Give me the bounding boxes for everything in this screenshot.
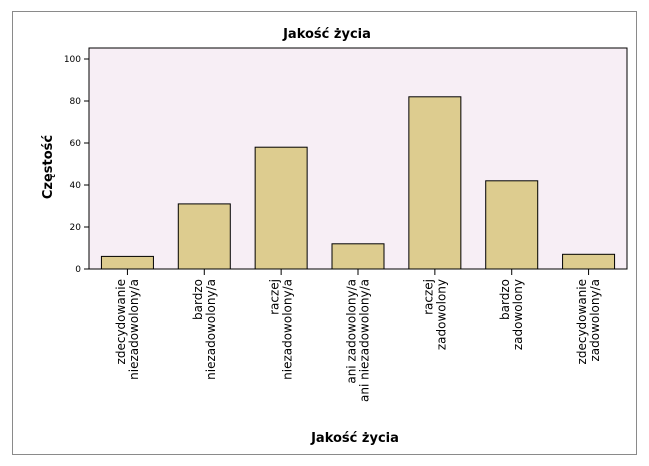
bar [254, 146, 308, 270]
bars [100, 96, 616, 270]
x-tick-label-line: niezadowolony/a [127, 279, 141, 380]
y-tick-label: 0 [75, 265, 81, 275]
x-tick-label-line: raczej [268, 279, 282, 315]
bar [562, 253, 616, 270]
x-tick-label-line: zdecydowanie [575, 279, 589, 364]
plot-area [88, 47, 628, 270]
y-axis-title: Częstość [41, 135, 56, 200]
x-tick-label: ani zadowolony/a ani niezadowolony/a [345, 279, 372, 402]
y-tick-label: 100 [64, 55, 81, 65]
x-tick-label: raczej niezadowolony/a [268, 279, 295, 380]
bar [100, 255, 154, 270]
x-tick-label-line: niezadowolony/a [281, 279, 295, 380]
x-tick-label: raczej zadowolony [421, 279, 448, 350]
y-tick-label: 60 [70, 139, 82, 149]
y-axis: 0 20 40 60 80 100 [64, 55, 89, 275]
x-tick-label: zdecydowanie zadowolony/a [575, 279, 602, 364]
x-tick-label-line: ani niezadowolony/a [358, 279, 372, 402]
x-tick-label-line: niezadowolony/a [204, 279, 218, 380]
y-tick-label: 20 [70, 223, 82, 233]
chart-title: Jakość życia [282, 27, 371, 42]
x-tick-label-line: ani zadowolony/a [345, 279, 359, 384]
x-axis-title: Jakość życia [310, 431, 399, 446]
x-tick-label-line: zadowolony [434, 279, 448, 350]
x-axis: zdecydowanie niezadowolony/a bardzo niezado… [114, 269, 602, 402]
y-tick-label: 40 [70, 181, 82, 191]
bar [331, 243, 385, 270]
x-tick-label-line: zdecydowanie [114, 279, 128, 364]
x-tick-label-line: zadowolony/a [588, 279, 602, 362]
y-tick-label: 80 [70, 97, 82, 107]
x-tick-label-line: bardzo [498, 279, 512, 320]
bar [177, 203, 231, 270]
x-tick-label: zdecydowanie niezadowolony/a [114, 279, 141, 380]
x-tick-label-line: bardzo [191, 279, 205, 320]
x-tick-label: bardzo zadowolony [498, 279, 525, 350]
x-tick-label: bardzo niezadowolony/a [191, 279, 218, 380]
bar [485, 180, 539, 270]
bar [408, 96, 462, 270]
x-tick-label-line: raczej [421, 279, 435, 315]
x-tick-label-line: zadowolony [511, 279, 525, 350]
